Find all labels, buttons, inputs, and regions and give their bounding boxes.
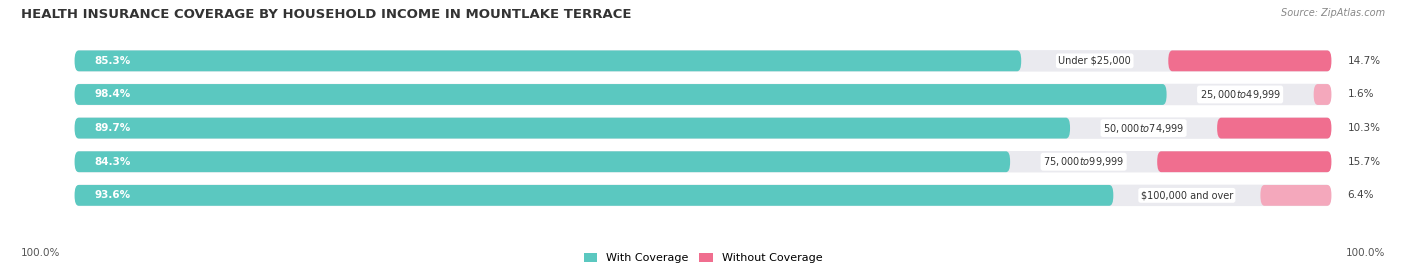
FancyBboxPatch shape bbox=[1313, 84, 1331, 105]
Text: HEALTH INSURANCE COVERAGE BY HOUSEHOLD INCOME IN MOUNTLAKE TERRACE: HEALTH INSURANCE COVERAGE BY HOUSEHOLD I… bbox=[21, 8, 631, 21]
FancyBboxPatch shape bbox=[1168, 51, 1331, 71]
Text: 100.0%: 100.0% bbox=[1346, 248, 1385, 258]
Text: 15.7%: 15.7% bbox=[1347, 157, 1381, 167]
FancyBboxPatch shape bbox=[1218, 118, 1331, 139]
Text: 84.3%: 84.3% bbox=[94, 157, 131, 167]
Text: $50,000 to $74,999: $50,000 to $74,999 bbox=[1102, 122, 1184, 134]
FancyBboxPatch shape bbox=[75, 151, 1010, 172]
Text: Source: ZipAtlas.com: Source: ZipAtlas.com bbox=[1281, 8, 1385, 18]
Text: 1.6%: 1.6% bbox=[1347, 90, 1374, 100]
FancyBboxPatch shape bbox=[75, 183, 1331, 207]
Text: 100.0%: 100.0% bbox=[21, 248, 60, 258]
FancyBboxPatch shape bbox=[1260, 185, 1331, 206]
FancyBboxPatch shape bbox=[75, 83, 1331, 106]
Text: 6.4%: 6.4% bbox=[1347, 190, 1374, 200]
Text: 85.3%: 85.3% bbox=[94, 56, 131, 66]
FancyBboxPatch shape bbox=[75, 116, 1331, 140]
FancyBboxPatch shape bbox=[1157, 151, 1331, 172]
Text: Under $25,000: Under $25,000 bbox=[1059, 56, 1130, 66]
FancyBboxPatch shape bbox=[75, 49, 1331, 73]
FancyBboxPatch shape bbox=[75, 84, 1167, 105]
FancyBboxPatch shape bbox=[75, 51, 1021, 71]
Text: $100,000 and over: $100,000 and over bbox=[1140, 190, 1233, 200]
FancyBboxPatch shape bbox=[75, 118, 1070, 139]
Legend: With Coverage, Without Coverage: With Coverage, Without Coverage bbox=[579, 248, 827, 268]
FancyBboxPatch shape bbox=[75, 150, 1331, 174]
Text: 98.4%: 98.4% bbox=[94, 90, 131, 100]
Text: 93.6%: 93.6% bbox=[94, 190, 131, 200]
Text: $75,000 to $99,999: $75,000 to $99,999 bbox=[1043, 155, 1125, 168]
Text: 89.7%: 89.7% bbox=[94, 123, 131, 133]
Text: 10.3%: 10.3% bbox=[1347, 123, 1381, 133]
Text: 14.7%: 14.7% bbox=[1347, 56, 1381, 66]
FancyBboxPatch shape bbox=[75, 185, 1114, 206]
Text: $25,000 to $49,999: $25,000 to $49,999 bbox=[1199, 88, 1281, 101]
